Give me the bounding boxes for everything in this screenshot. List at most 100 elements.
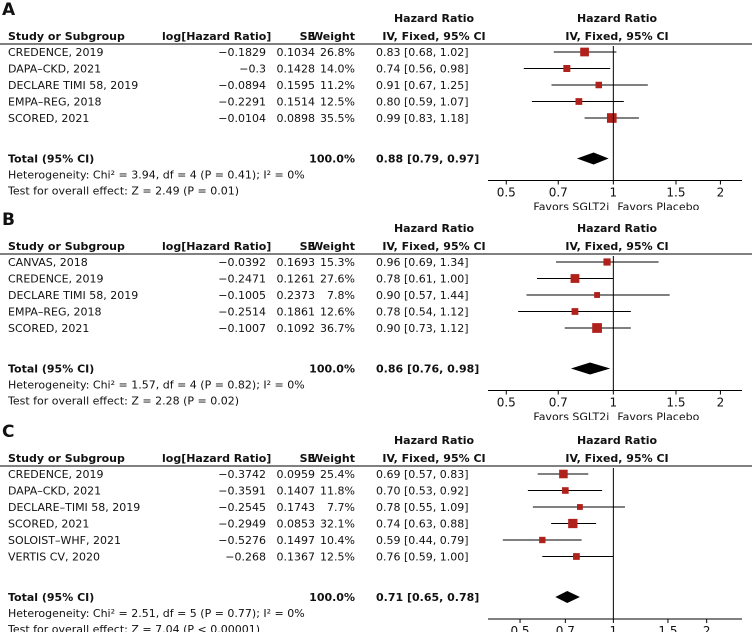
total-ci: 0.88 [0.79, 0.97] [376,153,479,166]
study-se: 0.1261 [277,273,316,286]
study-loghr: −0.1007 [218,322,266,335]
col-header-weight: Weight [311,452,355,465]
x-tick-label: 1.5 [666,396,685,410]
col-header-se: SE [300,452,315,465]
heterogeneity-text: Heterogeneity: Chi² = 1.57, df = 4 (P = … [8,379,305,392]
study-se: 0.1595 [277,79,316,92]
study-marker [539,536,546,544]
x-tick-label: 0.7 [549,186,568,200]
study-loghr: −0.2949 [218,518,266,531]
study-marker [594,292,600,298]
favors-left: Favors SGLT2i [533,201,609,211]
study-ci: 0.78 [0.55, 1.09] [376,501,469,514]
total-label: Total (95% CI) [8,591,94,604]
study-marker [575,98,583,105]
total-weight: 100.0% [309,591,355,604]
study-se: 0.1407 [277,485,316,498]
study-marker [563,65,571,72]
study-ci: 0.74 [0.63, 0.88] [376,518,469,531]
study-marker [573,553,580,560]
study-se: 0.1497 [277,534,316,547]
study-loghr: −0.268 [225,551,266,564]
study-se: 0.0853 [277,518,316,531]
heterogeneity-text: Heterogeneity: Chi² = 3.94, df = 4 (P = … [8,169,305,182]
study-name: VERTIS CV, 2020 [8,551,100,564]
total-diamond [570,362,611,375]
study-ci: 0.76 [0.59, 1.00] [376,551,469,564]
study-loghr: −0.0894 [218,79,266,92]
study-se: 0.1092 [277,322,316,335]
study-weight: 32.1% [320,518,355,531]
favors-right: Favors Placebo [617,201,699,211]
study-se: 0.1693 [277,256,316,269]
study-marker [580,47,589,57]
study-weight: 35.5% [320,112,355,125]
study-loghr: −0.5276 [218,534,266,547]
study-se: 0.1428 [277,63,316,76]
study-weight: 11.2% [320,79,355,92]
total-ci: 0.86 [0.76, 0.98] [376,363,479,376]
overall-effect-text: Test for overall effect: Z = 2.49 (P = 0… [7,185,239,198]
total-diamond [576,152,609,165]
study-weight: 10.4% [320,534,355,547]
panel-letter: B [2,210,15,230]
study-name: DECLARE TIMI 58, 2019 [8,289,138,302]
study-ci: 0.83 [0.68, 1.02] [376,46,469,59]
study-marker [559,469,568,479]
study-marker [576,504,583,510]
study-ci: 0.59 [0.44, 0.79] [376,534,469,547]
panel-letter: C [2,422,15,442]
study-loghr: −0.2291 [218,96,266,109]
study-loghr: −0.1829 [218,46,266,59]
study-se: 0.1861 [277,306,316,319]
col-header-ivfixed: IV, Fixed, 95% CI [382,452,485,465]
study-loghr: −0.2514 [218,306,266,319]
study-ci: 0.91 [0.67, 1.25] [376,79,469,92]
total-weight: 100.0% [309,363,355,376]
study-ci: 0.78 [0.54, 1.12] [376,306,469,319]
study-weight: 36.7% [320,322,355,335]
total-ci: 0.71 [0.65, 0.78] [376,591,479,604]
x-tick-label: 1.5 [666,186,685,200]
study-weight: 7.7% [327,501,355,514]
overall-effect-text: Test for overall effect: Z = 2.28 (P = 0… [7,395,239,408]
x-tick-label: 0.5 [497,396,516,410]
study-marker [562,487,569,494]
study-loghr: −0.2471 [218,273,266,286]
study-marker [603,258,611,266]
x-tick-label: 0.7 [549,396,568,410]
study-loghr: −0.3591 [218,485,266,498]
study-weight: 14.0% [320,63,355,76]
col-header-weight: Weight [311,240,355,253]
study-name: DECLARE–TIMI 58, 2019 [8,501,140,514]
heterogeneity-text: Heterogeneity: Chi² = 2.51, df = 5 (P = … [8,607,305,620]
study-loghr: −0.1005 [218,289,266,302]
col-header-weight: Weight [311,30,355,43]
plot-header-ivfixed: IV, Fixed, 95% CI [565,452,668,465]
col-header-study: Study or Subgroup [8,30,125,43]
study-marker [571,308,579,315]
study-name: DECLARE TIMI 58, 2019 [8,79,138,92]
overall-effect-text: Test for overall effect: Z = 7.04 (P < 0… [7,623,260,632]
plot-header-hr: Hazard Ratio [577,434,658,447]
forest-panel-c: C Hazard Ratio Hazard Ratio Study or Subgr… [0,422,752,632]
x-tick-label: 0.5 [510,624,529,632]
study-marker [570,274,580,283]
x-tick-label: 1 [610,396,618,410]
study-se: 0.1367 [277,551,316,564]
study-weight: 12.5% [320,551,355,564]
col-header-se: SE [300,240,315,253]
plot-header-hr: Hazard Ratio [577,12,658,25]
study-marker [595,81,603,89]
favors-left: Favors SGLT2i [533,411,609,421]
favors-right: Favors Placebo [617,411,699,421]
col-header-study: Study or Subgroup [8,240,125,253]
x-tick-label: 2 [717,186,725,200]
col-header-study: Study or Subgroup [8,452,125,465]
x-tick-label: 0.5 [497,186,516,200]
study-weight: 25.4% [320,468,355,481]
x-tick-label: 0.7 [556,624,575,632]
col-header-loghr: log[Hazard Ratio] [162,30,271,43]
study-se: 0.1034 [277,46,316,59]
study-weight: 12.5% [320,96,355,109]
